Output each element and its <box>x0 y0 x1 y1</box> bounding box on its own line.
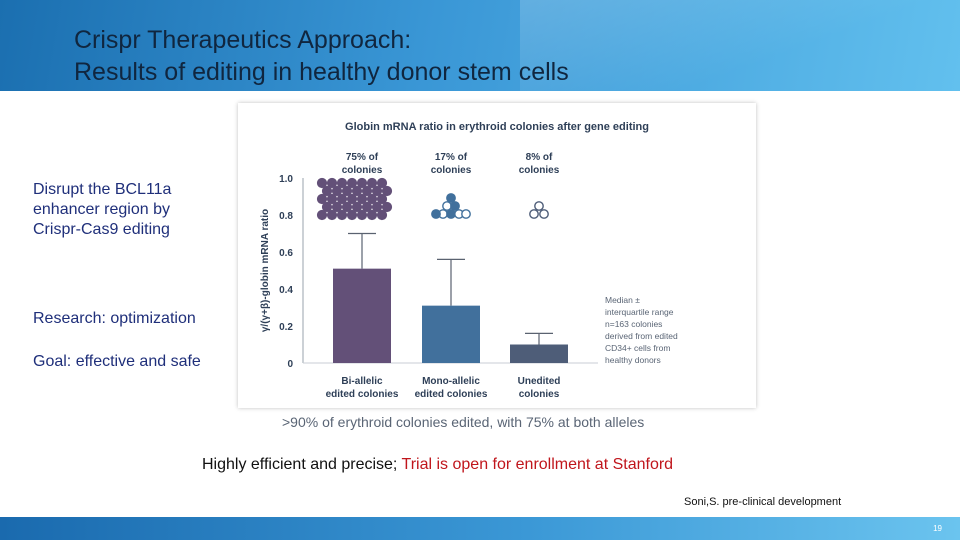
enrollment-highlight: Trial is open for enrollment at Stanford <box>401 456 674 473</box>
bar <box>510 344 568 363</box>
left-text-goal: Goal: effective and safe <box>33 353 201 370</box>
colony-circle-icon <box>371 185 383 197</box>
left-text-disrupt: Disrupt the BCL11a enhancer region by Cr… <box>33 181 172 238</box>
colony-circle-icon <box>376 177 388 189</box>
colony-circle-icon <box>336 177 348 189</box>
left-text-research: Research: optimization <box>33 310 196 327</box>
legend-note-line: CD34+ cells from <box>605 343 670 353</box>
colony-circle-icon <box>361 185 373 197</box>
category-label: Bi-allelic <box>341 376 383 387</box>
summary-text: Highly efficient and precise; <box>202 456 402 473</box>
y-tick-label: 0 <box>287 359 293 370</box>
legend-note-line: n=163 colonies <box>605 319 662 329</box>
slide-title-line-1: Crispr Therapeutics Approach: <box>74 26 412 54</box>
colony-circle-icon <box>534 201 544 211</box>
bar <box>333 268 391 363</box>
colony-circle-icon <box>356 209 368 221</box>
colony-circle-icon <box>321 201 333 213</box>
colony-circle-icon <box>346 209 358 221</box>
percent-label: 75% of <box>346 152 379 163</box>
footer-bar: 19 <box>0 517 960 540</box>
slide-title-line-2: Results of editing in healthy donor stem… <box>74 58 569 86</box>
percent-label: colonies <box>519 165 560 176</box>
legend-note-line: interquartile range <box>605 307 674 317</box>
colony-circle-icon <box>446 193 456 203</box>
category-label: Unedited <box>518 376 561 387</box>
legend-note-line: Median ± <box>605 295 640 305</box>
colony-circle-icon <box>336 193 348 205</box>
percent-label: colonies <box>431 165 472 176</box>
colony-circle-icon <box>356 177 368 189</box>
y-tick-label: 0.2 <box>279 322 293 333</box>
colony-circle-icon <box>529 209 539 219</box>
colony-circle-icon <box>331 201 343 213</box>
page-number: 19 <box>933 524 942 533</box>
category-label: edited colonies <box>415 389 488 400</box>
category-label: colonies <box>519 389 560 400</box>
percent-label: colonies <box>342 165 383 176</box>
slide-title: Crispr Therapeutics Approach: Results of… <box>74 24 874 88</box>
header-highlight <box>520 0 960 91</box>
colony-circle-icon <box>331 185 343 197</box>
colony-circle-icon <box>346 193 358 205</box>
y-axis-label: γ/(γ+β)-globin mRNA ratio <box>260 209 271 332</box>
colony-circle-icon <box>321 185 333 197</box>
chart-figure: Globin mRNA ratio in erythroid colonies … <box>238 103 756 408</box>
legend-note-line: derived from edited <box>605 331 678 341</box>
colony-circle-icon <box>371 201 383 213</box>
colony-circle-icon <box>450 201 460 211</box>
colony-circle-icon <box>316 177 328 189</box>
header-banner <box>0 0 960 91</box>
bar <box>422 305 480 363</box>
chart-caption: >90% of erythroid colonies edited, with … <box>282 414 645 430</box>
colony-circle-icon <box>316 193 328 205</box>
colony-circle-icon <box>326 193 338 205</box>
colony-circle-icon <box>461 209 471 219</box>
percent-label: 17% of <box>435 152 468 163</box>
colony-circle-icon <box>431 209 441 219</box>
category-label: edited colonies <box>326 389 399 400</box>
colony-circle-icon <box>442 201 452 211</box>
colony-circle-icon <box>326 209 338 221</box>
colony-circle-icon <box>326 177 338 189</box>
reference-note: Soni,S. pre-clinical development <box>684 496 842 508</box>
colony-circle-icon <box>351 201 363 213</box>
colony-circle-icon <box>376 193 388 205</box>
y-tick-label: 0.6 <box>279 248 293 259</box>
chart-title: Globin mRNA ratio in erythroid colonies … <box>345 121 649 133</box>
bar-chart: Globin mRNA ratio in erythroid colonies … <box>260 121 678 400</box>
legend-note-line: healthy donors <box>605 355 661 365</box>
y-tick-label: 0.8 <box>279 211 293 222</box>
colony-circle-icon <box>376 209 388 221</box>
colony-circle-icon <box>381 185 393 197</box>
colony-circle-icon <box>316 209 328 221</box>
colony-circle-icon <box>361 201 373 213</box>
y-tick-label: 0.4 <box>279 285 293 296</box>
colony-circle-icon <box>341 201 353 213</box>
colony-circle-icon <box>446 209 456 219</box>
colony-circle-icon <box>366 177 378 189</box>
colony-circle-icon <box>341 185 353 197</box>
category-label: Mono-allelic <box>422 376 480 387</box>
colony-circle-icon <box>346 177 358 189</box>
y-tick-label: 1.0 <box>279 174 293 185</box>
colony-circle-icon <box>366 193 378 205</box>
colony-circle-icon <box>381 201 393 213</box>
summary-line: Highly efficient and precise; Trial is o… <box>202 456 673 474</box>
colony-circle-icon <box>356 193 368 205</box>
colony-circle-icon <box>336 209 348 221</box>
colony-circle-icon <box>351 185 363 197</box>
colony-circle-icon <box>539 209 549 219</box>
colony-circle-icon <box>366 209 378 221</box>
percent-label: 8% of <box>526 152 553 163</box>
